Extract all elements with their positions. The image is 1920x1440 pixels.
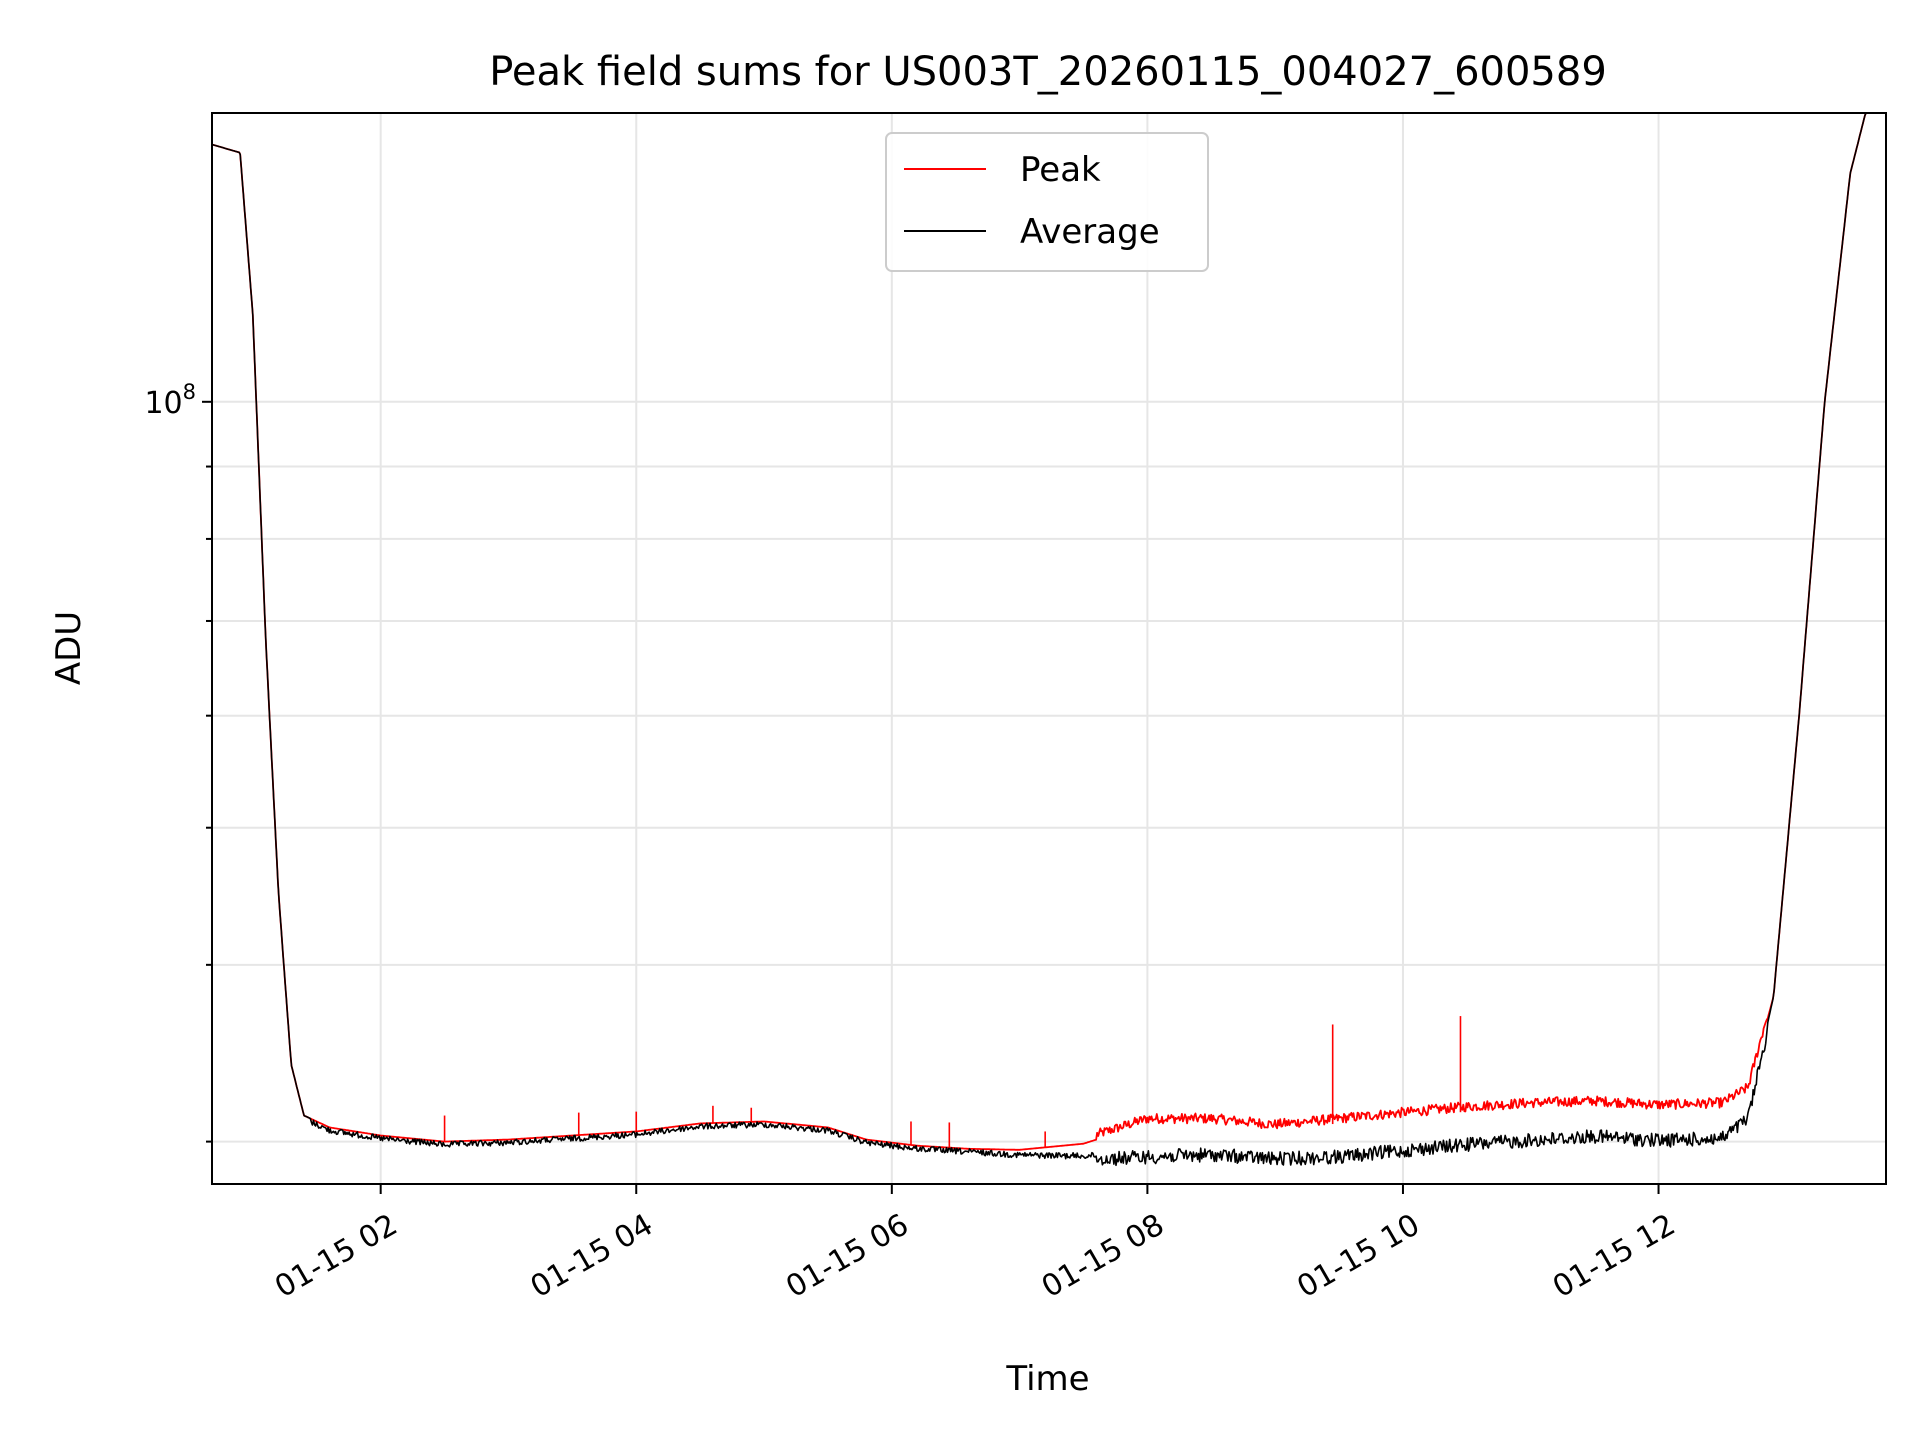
- legend: Peak Average: [885, 132, 1209, 272]
- x-axis-label: Time: [1005, 1359, 1089, 1399]
- data-layer: [211, 112, 1886, 1167]
- average-series-line: [211, 112, 1886, 1167]
- plot-frame: [211, 112, 1887, 1185]
- chart-title: Peak field sums for US003T_20260115_0040…: [489, 49, 1607, 95]
- y-axis-label: ADU: [49, 611, 89, 685]
- legend-box: [885, 132, 1209, 272]
- legend-peak-label: Peak: [1020, 150, 1101, 190]
- y-tick-label: 108: [144, 380, 196, 421]
- peak-series-line: [211, 112, 1886, 1151]
- legend-average-label: Average: [1020, 212, 1160, 252]
- grid-layer: [212, 113, 1886, 1184]
